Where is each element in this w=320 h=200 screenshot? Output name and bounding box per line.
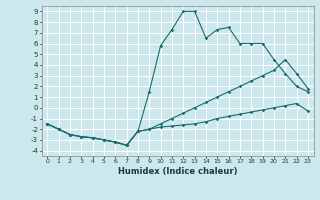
X-axis label: Humidex (Indice chaleur): Humidex (Indice chaleur) [118, 167, 237, 176]
